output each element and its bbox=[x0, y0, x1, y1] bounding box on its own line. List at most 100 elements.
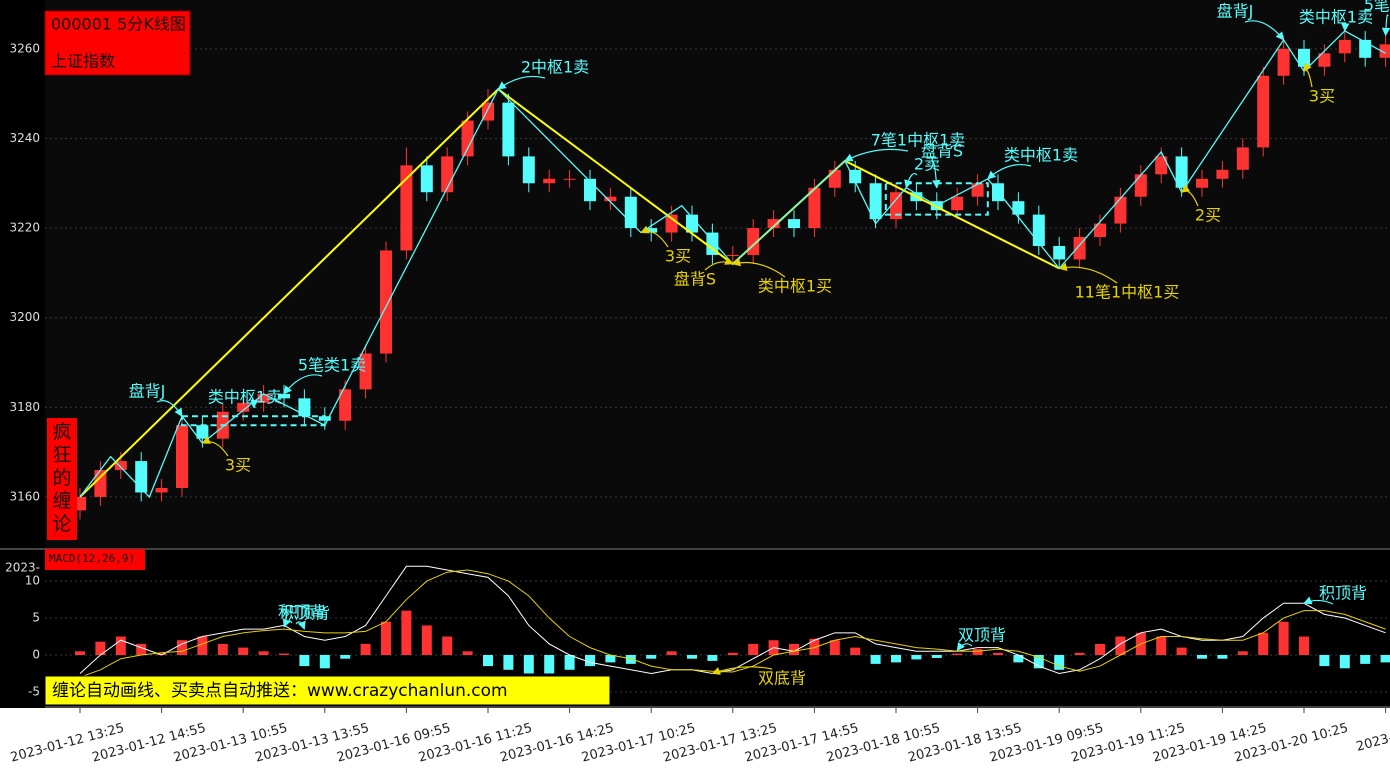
macd-bar bbox=[279, 653, 289, 655]
main-panel bbox=[45, 0, 1390, 548]
macd-bar bbox=[75, 651, 85, 655]
macd-bar bbox=[1033, 655, 1044, 669]
candle-body bbox=[951, 196, 964, 211]
candle-body bbox=[828, 169, 841, 188]
candle-body bbox=[380, 250, 392, 354]
annotation-label: 7笔1中枢1卖 bbox=[871, 131, 966, 150]
marks bbox=[74, 26, 1390, 678]
annotation-arrow bbox=[1244, 20, 1285, 41]
macd-bar bbox=[483, 655, 493, 667]
macd-bar bbox=[687, 655, 697, 659]
chart-subtitle: 上证指数 bbox=[51, 52, 115, 71]
annotation-label: 类中枢1卖 bbox=[1004, 146, 1078, 165]
annotation-arrow bbox=[250, 399, 259, 409]
macd-bar bbox=[1095, 643, 1105, 655]
macd-bar bbox=[258, 651, 269, 655]
macd-bar bbox=[1074, 652, 1085, 655]
candle-body bbox=[543, 178, 556, 184]
macd-bar bbox=[1176, 647, 1187, 655]
candle-body bbox=[1134, 174, 1147, 197]
y-tick-label: 3240 bbox=[9, 131, 40, 145]
candle-body bbox=[971, 183, 984, 197]
candle-body bbox=[1196, 178, 1208, 188]
candle-body bbox=[1012, 201, 1025, 215]
macd-bar bbox=[217, 643, 228, 655]
macd-bar bbox=[891, 655, 901, 663]
macd-bar bbox=[1054, 655, 1065, 670]
macd-bar bbox=[748, 643, 759, 655]
annotation-label: 双底背 bbox=[758, 669, 806, 688]
annotation-label: 3买 bbox=[1309, 87, 1335, 106]
macd-bar bbox=[625, 655, 636, 664]
macd-bar bbox=[381, 621, 391, 655]
candle-body bbox=[1298, 48, 1310, 67]
candle-body bbox=[890, 192, 902, 220]
y-tick-label: 3180 bbox=[9, 400, 40, 414]
annotation-label: 2卖 bbox=[914, 155, 940, 174]
annotation-arrow bbox=[1058, 262, 1118, 284]
annotation-arrow bbox=[283, 374, 323, 395]
candle-body bbox=[237, 402, 250, 412]
annotation-label: 积顶背 bbox=[1319, 584, 1367, 603]
candle-body bbox=[1094, 223, 1106, 238]
candle-body bbox=[1277, 48, 1290, 76]
candle-body bbox=[400, 165, 413, 251]
annotation-label: 积顶背 bbox=[278, 603, 326, 622]
candle-body bbox=[196, 425, 209, 439]
annotation-arrow bbox=[987, 163, 1032, 180]
candle-body bbox=[114, 461, 127, 471]
candle-body bbox=[604, 196, 617, 202]
annotation-label: 类中枢1买 bbox=[758, 277, 832, 296]
macd-bar bbox=[707, 655, 718, 661]
annotation-label: 盘背S bbox=[921, 142, 963, 161]
macd-bar bbox=[1237, 651, 1248, 655]
macd-bar bbox=[1299, 636, 1309, 655]
macd-bar bbox=[931, 655, 942, 658]
side-text: 疯狂的缠论 bbox=[52, 421, 71, 535]
candle-body bbox=[1114, 196, 1127, 224]
annotation-arrow bbox=[931, 160, 941, 189]
candle-body bbox=[808, 187, 821, 229]
macd-bar bbox=[95, 641, 106, 655]
macd-bar bbox=[564, 655, 575, 670]
annotation-label: 2买 bbox=[1195, 206, 1221, 225]
annotation-arrow bbox=[295, 620, 306, 630]
macd-bar bbox=[1360, 655, 1371, 664]
candle-body bbox=[665, 214, 678, 233]
candle-body bbox=[420, 165, 433, 193]
macd-bar bbox=[646, 655, 657, 659]
annotation-arrow bbox=[1341, 23, 1350, 32]
macd-title: MACD(12,26,9) bbox=[49, 552, 135, 565]
macd-bar bbox=[585, 655, 595, 667]
candle-body bbox=[257, 393, 270, 403]
annotation-arrow bbox=[844, 148, 909, 162]
annotation-arrow bbox=[156, 400, 183, 417]
annotation-arrow bbox=[1303, 62, 1313, 88]
annotation-label: 双顶背 bbox=[958, 626, 1006, 645]
y-tick-label: 5 bbox=[32, 611, 40, 625]
y-tick-label: 3200 bbox=[9, 310, 40, 324]
candle-body bbox=[298, 398, 311, 417]
candle-body bbox=[1318, 53, 1331, 67]
macd-bar bbox=[972, 649, 983, 655]
macd-bar bbox=[870, 655, 881, 664]
annotation-arrow bbox=[704, 257, 734, 271]
candle-body bbox=[359, 353, 372, 390]
macd-bar bbox=[666, 651, 677, 655]
macd-bar bbox=[442, 636, 453, 655]
zhongshu-box bbox=[181, 415, 326, 427]
y-tick-label: 10 bbox=[25, 574, 40, 588]
annotation-arrow bbox=[201, 436, 229, 457]
candle-body bbox=[686, 214, 698, 233]
macd-bar bbox=[462, 651, 473, 655]
candle-body bbox=[522, 156, 535, 184]
banner-box bbox=[44, 675, 611, 706]
macd-bar bbox=[503, 655, 514, 670]
candle-body bbox=[645, 228, 658, 233]
annotation-arrow bbox=[640, 225, 669, 248]
candle-body bbox=[1053, 245, 1066, 260]
macd-bar bbox=[605, 655, 616, 663]
macd-bar bbox=[1217, 655, 1228, 659]
